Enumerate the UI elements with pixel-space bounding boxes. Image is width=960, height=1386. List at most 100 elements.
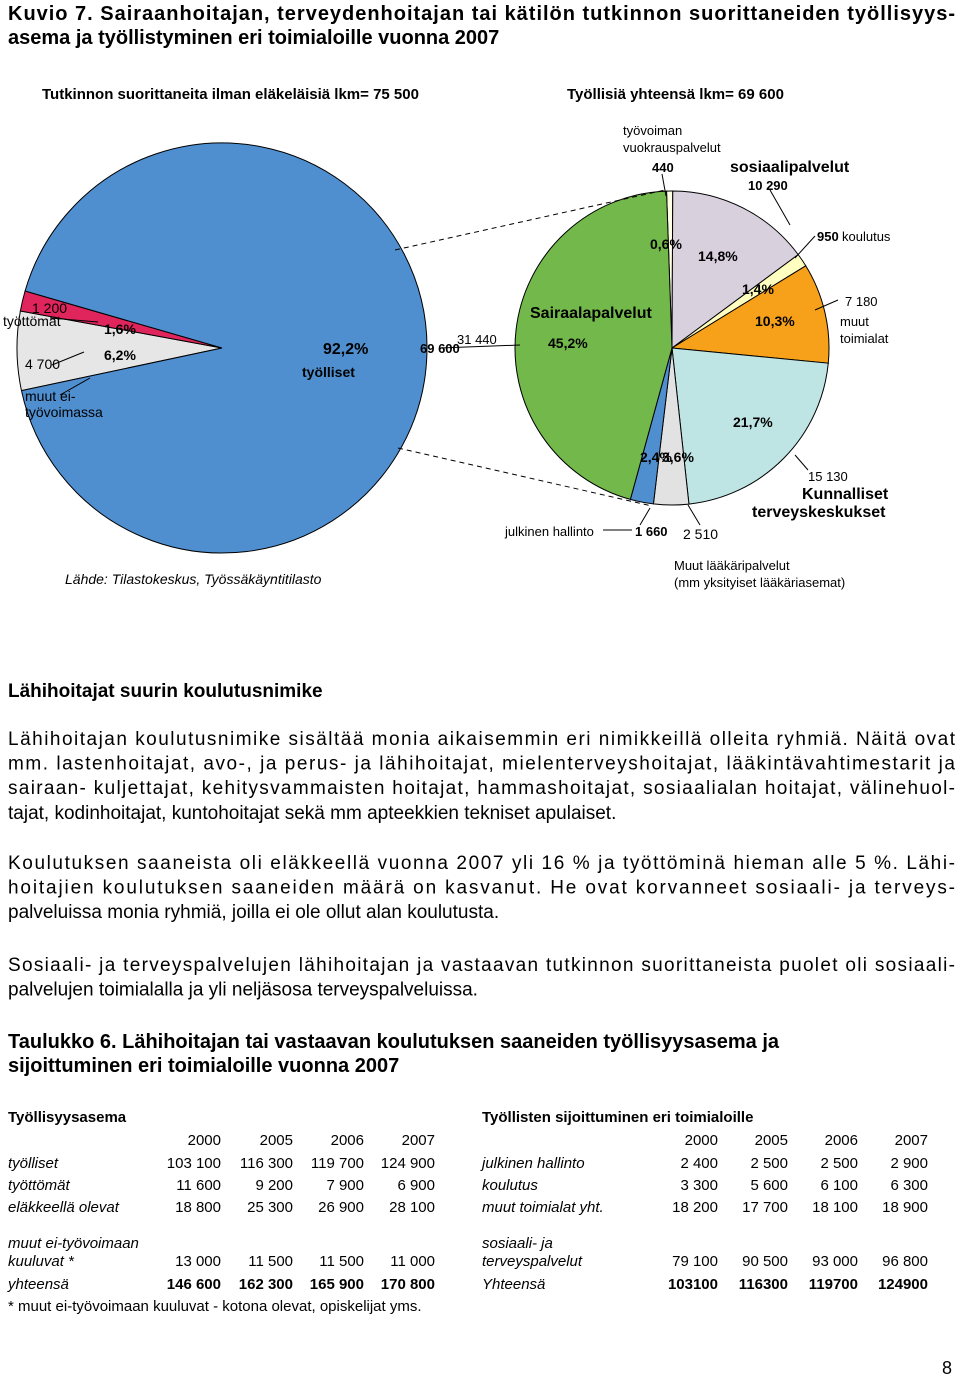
row-label: terveyspalvelut xyxy=(482,1253,583,1270)
slice-name: koulutus xyxy=(842,229,891,244)
slice-name: toimialat xyxy=(840,331,889,346)
leader xyxy=(769,189,791,226)
table-cell: 96 800 xyxy=(882,1253,928,1270)
table-cell: 119 700 xyxy=(311,1155,364,1172)
footnote: * muut ei-työvoimaan kuuluvat - kotona o… xyxy=(8,1298,422,1315)
slice-percent: 92,2% xyxy=(323,341,368,358)
leader xyxy=(794,235,816,259)
leader xyxy=(51,351,85,366)
table-title: Taulukko 6. Lähihoitajan tai vastaavan k… xyxy=(8,1031,780,1053)
slice-name: työvoiman xyxy=(623,123,682,138)
table-cell: 11 500 xyxy=(319,1253,364,1270)
column-header: 2000 xyxy=(685,1132,718,1149)
slice-value: 2 510 xyxy=(683,526,718,542)
paragraph-line: tajat, kodinhoitajat, kuntohoitajat sekä… xyxy=(8,803,616,824)
slice-value: 31 440 xyxy=(457,332,497,347)
table-cell: 116300 xyxy=(739,1276,788,1293)
slice-name: Muut lääkäripalvelut xyxy=(674,558,790,573)
table-cell: 6 100 xyxy=(820,1177,858,1194)
table-cell: 6 900 xyxy=(397,1177,435,1194)
leader-lines xyxy=(49,173,839,531)
paragraphs: Lähihoitajan koulutusnimike sisältää mon… xyxy=(8,729,956,1001)
column-header: 2000 xyxy=(188,1132,221,1149)
slice-value: 4 700 xyxy=(25,356,60,372)
slice-percent: 10,3% xyxy=(755,313,795,329)
connector xyxy=(397,447,653,507)
pie-title: Työllisiä yhteensä lkm= 69 600 xyxy=(567,86,784,103)
table-cell: 162 300 xyxy=(239,1276,293,1293)
table-cell: 11 600 xyxy=(176,1177,221,1194)
table-cell: 2 900 xyxy=(890,1155,928,1172)
slice-percent: 3,6% xyxy=(662,449,694,465)
row-label: koulutus xyxy=(482,1177,538,1194)
table-cell: 146 600 xyxy=(167,1276,221,1293)
pie-slice xyxy=(671,347,829,505)
section-heading: Lähihoitajat suurin koulutusnimike xyxy=(8,681,323,702)
paragraph-line: palveluissa monia ryhmiä, joilla ei ole … xyxy=(8,902,499,923)
column-header: 2006 xyxy=(825,1132,858,1149)
leader xyxy=(814,299,839,311)
table-cell: 18 800 xyxy=(175,1199,221,1216)
row-label: eläkkeellä olevat xyxy=(8,1199,120,1216)
paragraph-line: Koulutuksen saaneista oli eläkkeellä vuo… xyxy=(8,853,955,874)
connector xyxy=(394,189,666,251)
slice-value: 7 180 xyxy=(845,294,878,309)
leader xyxy=(639,507,651,526)
page-number: 8 xyxy=(942,1358,952,1378)
table-cell: 124 900 xyxy=(381,1155,435,1172)
slice-value: 1 200 xyxy=(32,300,67,316)
paragraph-line: hoitajien koulutuksen saaneiden määrä on… xyxy=(8,878,955,899)
slice-name: (mm yksityiset lääkäriasemat) xyxy=(674,575,845,590)
row-label: työttömät xyxy=(8,1177,71,1194)
slice-value: 10 290 xyxy=(748,178,788,193)
pies xyxy=(16,142,830,554)
table-cell: 5 600 xyxy=(750,1177,788,1194)
slice-name: työttömät xyxy=(3,313,61,329)
slice-name: terveyskeskukset xyxy=(752,504,886,521)
pie-slice xyxy=(670,265,830,364)
slice-percent: 2,4% xyxy=(640,449,672,465)
paragraph-line: mm. lastenhoitajat, avo-, ja perus- ja l… xyxy=(8,754,955,775)
source: Lähde: Tilastokeskus, Työssäkäyntitilast… xyxy=(65,571,322,587)
table-cell: 165 900 xyxy=(310,1276,364,1293)
slice-percent: 1,4% xyxy=(742,281,774,297)
table-cell: 6 300 xyxy=(890,1177,928,1194)
table-cell: 2 400 xyxy=(680,1155,718,1172)
paragraph-line: Lähihoitajan koulutusnimike sisältää mon… xyxy=(8,729,956,750)
column-header: 2007 xyxy=(895,1132,928,1149)
table-cell: 103100 xyxy=(668,1276,718,1293)
table-cell: 28 100 xyxy=(389,1199,435,1216)
table-cell: 18 900 xyxy=(882,1199,928,1216)
row-label: työlliset xyxy=(8,1155,59,1172)
table-cell: 7 900 xyxy=(326,1177,364,1194)
slice-value: 1 660 xyxy=(635,524,668,539)
pie-title: Tutkinnon suorittaneita ilman eläkeläisi… xyxy=(42,86,419,103)
table-cell: 116 300 xyxy=(240,1155,293,1172)
table-cell: 90 500 xyxy=(742,1253,788,1270)
slice-name: muut xyxy=(840,314,869,329)
leader xyxy=(661,173,667,197)
pie-slice xyxy=(671,190,799,349)
table-cell: 13 000 xyxy=(175,1253,221,1270)
table-cell: 9 200 xyxy=(255,1177,293,1194)
table-cell: 119700 xyxy=(809,1276,858,1293)
slice-percent: 21,7% xyxy=(733,414,773,430)
column-header: 2005 xyxy=(260,1132,293,1149)
slice-name: sosiaalipalvelut xyxy=(730,159,850,176)
slice-name: muut ei- xyxy=(25,388,76,404)
row-label: yhteensä xyxy=(7,1276,69,1293)
row-label: kuuluvat * xyxy=(8,1253,75,1270)
table-cell: 18 200 xyxy=(672,1199,718,1216)
slice-name: työvoimassa xyxy=(25,404,103,420)
table-cell: 17 700 xyxy=(742,1199,788,1216)
row-label: Yhteensä xyxy=(482,1276,545,1293)
slice-percent: 6,2% xyxy=(104,347,136,363)
slice-percent: 1,6% xyxy=(104,321,136,337)
table-cell: 2 500 xyxy=(750,1155,788,1172)
leader xyxy=(59,377,91,396)
leader xyxy=(439,344,521,349)
row-label: sosiaali- ja xyxy=(482,1235,553,1252)
table-cell: 124900 xyxy=(878,1276,928,1293)
